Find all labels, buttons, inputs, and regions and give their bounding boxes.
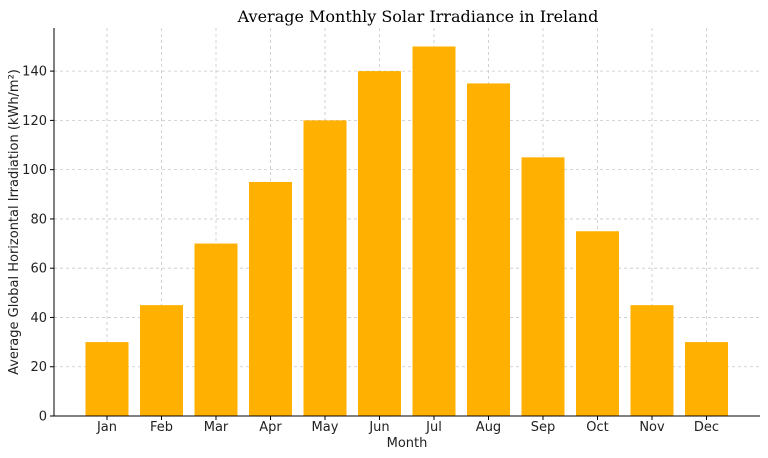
bar-apr	[249, 181, 292, 416]
y-ticks-layer: 0 20 40 60 80 100 120 140	[22, 65, 54, 425]
y-tick-label: 120	[22, 114, 47, 129]
x-tick-label: Feb	[150, 420, 173, 435]
y-axis-label: Average Global Horizontal Irradiation (k…	[7, 69, 22, 375]
y-tick-label: 100	[22, 163, 47, 178]
y-tick-label: 20	[30, 360, 47, 375]
y-tick-label: 80	[30, 212, 47, 227]
x-tick-label: Mar	[204, 420, 229, 435]
x-tick-label: Apr	[259, 420, 282, 435]
x-tick-label: Sep	[531, 420, 556, 435]
bar-aug	[467, 83, 510, 416]
bar-jan	[85, 342, 129, 416]
bar-mar	[194, 243, 238, 416]
x-tick-label: Oct	[586, 420, 608, 435]
chart-title: Average Monthly Solar Irradiance in Irel…	[237, 7, 599, 26]
bar-jun	[358, 71, 401, 416]
x-tick-label: Nov	[639, 420, 665, 435]
bars-layer	[85, 46, 728, 417]
x-tick-label: May	[312, 420, 339, 435]
y-tick-label: 60	[30, 262, 47, 277]
x-tick-label: Jan	[96, 420, 117, 435]
bar-may	[303, 120, 347, 416]
y-tick-label: 0	[39, 410, 47, 425]
x-tick-label: Jul	[425, 420, 442, 435]
bar-oct	[576, 231, 619, 416]
bar-feb	[140, 305, 183, 416]
bar-nov	[630, 305, 674, 416]
axes-layer	[53, 28, 760, 417]
bar-sep	[521, 157, 565, 417]
x-tick-label: Dec	[694, 420, 719, 435]
x-ticks-layer: Jan Feb Mar Apr May Jun Jul Aug Sep Oct Nov Dec	[96, 416, 719, 435]
y-tick-label: 140	[22, 65, 47, 80]
x-tick-label: Jun	[368, 420, 389, 435]
y-tick-label: 40	[30, 311, 47, 326]
bar-dec	[685, 342, 728, 416]
x-axis-label: Month	[387, 436, 428, 451]
x-tick-label: Aug	[476, 420, 501, 435]
bar-jul	[412, 46, 456, 416]
